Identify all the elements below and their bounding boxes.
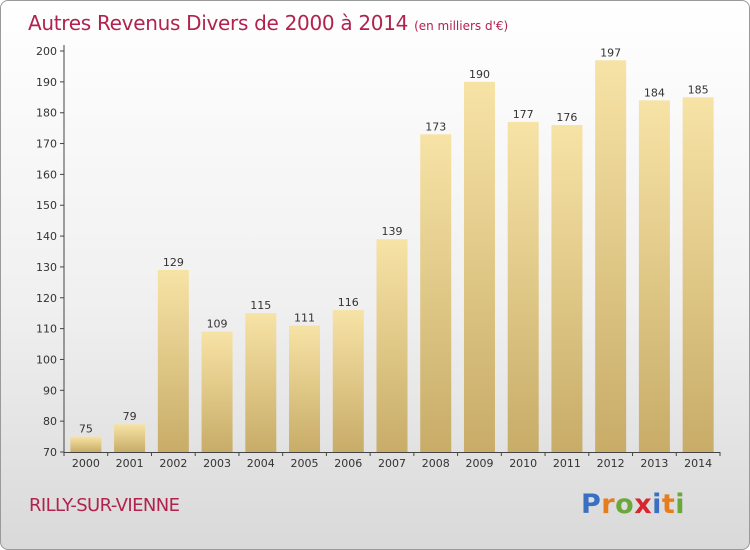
data-label: 197 — [600, 46, 621, 59]
y-tick-label: 140 — [36, 230, 57, 243]
logo-letter: t — [661, 489, 676, 520]
x-tick-label: 2011 — [553, 457, 581, 470]
bar — [420, 134, 452, 453]
bar — [507, 121, 539, 452]
x-tick-label: 2006 — [334, 457, 362, 470]
y-tick-label: 110 — [36, 323, 57, 336]
logo-letter: o — [615, 489, 635, 520]
bar — [638, 100, 670, 452]
x-tick-label: 2000 — [72, 457, 100, 470]
logo-letter: P — [581, 489, 602, 520]
x-tick-label: 2012 — [597, 457, 625, 470]
y-tick-label: 170 — [36, 138, 57, 151]
bar — [376, 239, 408, 452]
data-label: 111 — [294, 312, 315, 325]
bar — [157, 270, 189, 452]
data-label: 116 — [338, 296, 359, 309]
commune-name: RILLY-SUR-VIENNE — [29, 495, 180, 516]
data-label: 184 — [644, 86, 665, 99]
data-label: 115 — [250, 299, 271, 312]
y-tick-label: 100 — [36, 353, 57, 366]
y-tick-label: 80 — [43, 415, 57, 428]
x-tick-label: 2005 — [291, 457, 319, 470]
chart-unit: (en milliers d'€) — [414, 19, 509, 33]
bar — [682, 97, 714, 453]
bar — [245, 313, 277, 452]
x-tick-label: 2013 — [640, 457, 668, 470]
data-label: 139 — [382, 225, 403, 238]
data-label: 109 — [207, 318, 228, 331]
data-label: 75 — [79, 423, 93, 436]
y-tick-label: 120 — [36, 292, 57, 305]
bar — [332, 310, 364, 452]
bar — [463, 81, 495, 452]
x-tick-label: 2004 — [247, 457, 275, 470]
x-tick-label: 2002 — [159, 457, 187, 470]
logo-letter: r — [601, 489, 616, 520]
bar — [551, 125, 583, 453]
logo-letter: i — [675, 489, 686, 520]
y-tick-label: 200 — [36, 45, 57, 58]
y-tick-label: 160 — [36, 168, 57, 181]
x-tick-label: 2010 — [509, 457, 537, 470]
x-tick-label: 2003 — [203, 457, 231, 470]
bar — [70, 436, 102, 452]
data-label: 190 — [469, 68, 490, 81]
data-label: 173 — [425, 120, 446, 133]
bar — [289, 325, 321, 452]
data-label: 176 — [556, 111, 577, 124]
y-tick-label: 190 — [36, 76, 57, 89]
chart-title-text: Autres Revenus Divers de 2000 à 2014 — [28, 11, 409, 35]
y-tick-label: 150 — [36, 199, 57, 212]
x-tick-label: 2007 — [378, 457, 406, 470]
chart-title: Autres Revenus Divers de 2000 à 2014 (en … — [28, 11, 508, 35]
data-label: 129 — [163, 256, 184, 269]
bar — [595, 60, 627, 452]
x-tick-label: 2014 — [684, 457, 712, 470]
proxiti-logo: Proxiti — [581, 489, 685, 520]
data-label: 79 — [123, 410, 137, 423]
bar — [201, 331, 233, 452]
y-tick-label: 130 — [36, 261, 57, 274]
x-tick-label: 2009 — [465, 457, 493, 470]
logo-letter: x — [634, 489, 653, 520]
logo-letter: i — [652, 489, 662, 520]
bar — [114, 424, 146, 452]
x-tick-label: 2008 — [422, 457, 450, 470]
data-label: 185 — [688, 83, 709, 96]
y-tick-label: 180 — [36, 107, 57, 120]
x-tick-label: 2001 — [116, 457, 144, 470]
y-tick-label: 90 — [43, 384, 57, 397]
data-label: 177 — [513, 108, 534, 121]
y-tick-label: 70 — [43, 446, 57, 459]
